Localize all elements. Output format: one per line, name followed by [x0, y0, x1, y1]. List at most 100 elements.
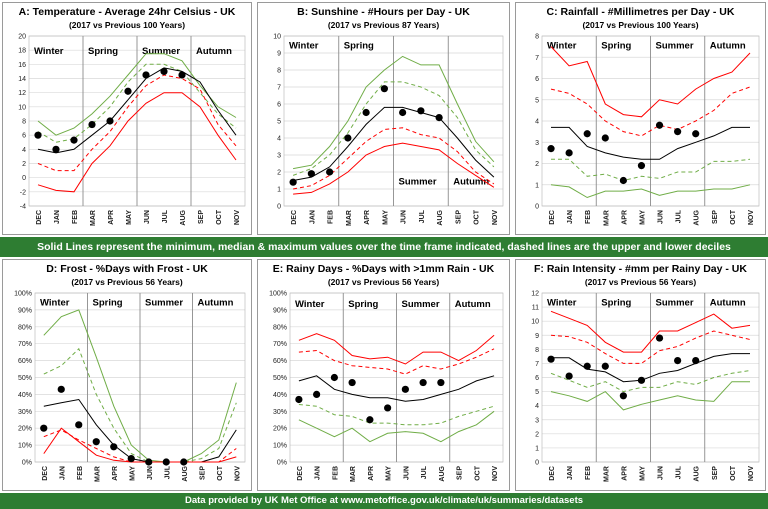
x-tick-label: MAR [603, 210, 610, 226]
y-tick-label: 0 [22, 175, 26, 182]
y-tick-label: 7 [277, 85, 281, 92]
y-tick-label: 8 [535, 347, 539, 354]
y-tick-label: 40% [273, 392, 287, 399]
y-tick-label: 2 [277, 170, 281, 177]
data-point-2017 [313, 390, 321, 398]
season-label: Summer [399, 177, 437, 188]
y-tick-label: 4 [535, 119, 539, 126]
x-tick-label: FEB [72, 210, 79, 224]
y-tick-label: 5 [277, 119, 281, 126]
season-label: Winter [295, 299, 325, 310]
y-tick-label: 8 [277, 68, 281, 75]
y-tick-label: 80% [18, 324, 32, 331]
x-tick-label: JUN [401, 210, 408, 224]
x-tick-label: JUN [658, 466, 665, 480]
data-source-banner: Data provided by UK Met Office at www.me… [0, 493, 768, 509]
x-tick-label: FEB [328, 210, 335, 224]
chart-title: C: Rainfall - #Millimetres per Day - UK [546, 6, 735, 18]
x-tick-label: JUN [147, 466, 154, 480]
series-line-min [550, 381, 750, 411]
data-point-2017 [583, 130, 591, 138]
x-tick-label: AUG [180, 209, 187, 225]
data-point-2017 [437, 378, 445, 387]
series-line-min [43, 427, 237, 463]
series-line-median [293, 106, 495, 181]
y-tick-label: 9 [277, 51, 281, 58]
data-point-2017 [110, 443, 118, 451]
series-line-lower-decile [37, 74, 237, 172]
season-label: Spring [93, 297, 123, 308]
y-tick-label: 4 [277, 136, 281, 143]
series-line-median [37, 67, 237, 154]
x-tick-label: NOV [492, 466, 499, 482]
y-tick-label: 5 [535, 97, 539, 104]
y-tick-label: 60% [18, 358, 32, 365]
data-point-2017 [655, 121, 664, 129]
y-tick-label: 80% [273, 324, 287, 331]
y-tick-label: 30% [18, 409, 32, 416]
x-tick-label: OCT [217, 465, 224, 481]
data-point-2017 [619, 392, 627, 400]
season-label: Autumn [710, 41, 746, 52]
season-label: Winter [547, 41, 577, 52]
x-tick-label: JUL [162, 209, 169, 223]
x-tick-label: MAY [382, 210, 389, 225]
x-tick-label: MAY [639, 210, 646, 225]
series-line-lower-decile [551, 158, 751, 182]
sunshine-chart: 0 1 2 3 4 5 6 7 8 9 10 Winter Spring Summer Autumn DEC J… [273, 34, 504, 226]
y-tick-label: 6 [535, 375, 539, 382]
data-point-2017 [162, 458, 170, 466]
data-point-2017 [601, 134, 609, 142]
series-line-upper-decile [550, 330, 751, 364]
x-tick-label: AUG [694, 209, 701, 225]
y-tick-label: 9 [535, 333, 539, 340]
x-tick-label: JAN [309, 210, 316, 224]
data-point-2017 [348, 378, 356, 387]
x-tick-label: MAY [126, 210, 133, 225]
season-label: Autumn [198, 297, 234, 308]
x-tick-label: DEC [297, 466, 304, 481]
series-line-upper-decile [298, 348, 495, 375]
x-tick-label: NOV [748, 210, 755, 226]
y-tick-label: 5 [535, 389, 539, 396]
x-tick-label: DEC [549, 466, 556, 481]
panel-frost: D: Frost - %Days with Frost - UK (2017 v… [2, 259, 252, 491]
data-point-2017 [40, 424, 48, 432]
x-tick-label: AUG [439, 465, 446, 481]
series-line-lower-decile [298, 404, 495, 426]
x-tick-label: JAN [315, 466, 322, 480]
season-label: Autumn [196, 46, 232, 57]
x-tick-label: NOV [234, 210, 241, 226]
y-tick-label: 20 [18, 34, 26, 41]
x-tick-label: AUG [437, 209, 444, 225]
x-tick-label: NOV [492, 210, 499, 226]
y-tick-label: 50% [273, 375, 287, 382]
y-tick-label: 14 [18, 76, 26, 83]
data-point-2017 [127, 455, 135, 463]
y-tick-label: 100% [269, 291, 287, 298]
y-tick-label: 40% [18, 392, 32, 399]
data-point-2017 [399, 108, 407, 117]
x-tick-label: OCT [474, 465, 481, 481]
series-line-min [298, 410, 495, 443]
series-line-min [37, 92, 237, 193]
y-tick-label: -2 [20, 189, 26, 196]
y-tick-label: 30% [273, 409, 287, 416]
data-point-2017 [88, 120, 96, 129]
y-tick-label: 50% [18, 375, 32, 382]
series-line-upper-decile [550, 86, 751, 137]
series-line-lower-decile [293, 127, 495, 190]
y-tick-label: 3 [535, 140, 539, 147]
x-tick-label: APR [108, 210, 115, 225]
chart-subtitle: (2017 vs Previous 100 Years) [582, 20, 699, 30]
season-label: Spring [88, 46, 118, 57]
season-label: Autumn [710, 297, 746, 308]
x-tick-label: OCT [216, 209, 223, 225]
data-point-2017 [419, 378, 427, 387]
x-tick-label: OCT [474, 209, 481, 225]
x-tick-label: MAR [603, 466, 610, 482]
x-tick-label: APR [112, 466, 119, 481]
x-tick-label: SEP [198, 210, 205, 224]
y-tick-label: 4 [535, 403, 539, 410]
